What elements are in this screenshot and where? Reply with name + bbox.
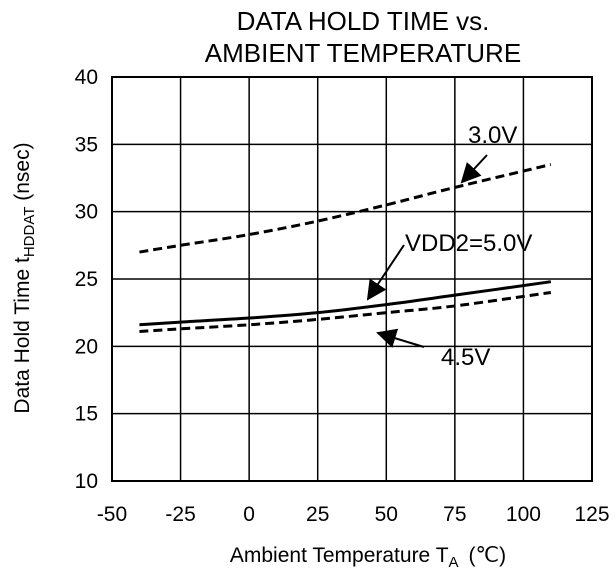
- grid-lines: [111, 76, 593, 482]
- series-line-vdd2-5-0v: [139, 280, 552, 327]
- x-tick-label: -50: [97, 503, 127, 526]
- x-tick-label: 25: [306, 503, 329, 526]
- annotation-5v-label: VDD2=5.0V: [405, 230, 532, 257]
- series-line-4-5v: [139, 290, 552, 334]
- series-line-3-0v: [139, 163, 552, 254]
- y-tick-label: 10: [75, 470, 98, 493]
- x-tick-label: 100: [506, 503, 541, 526]
- x-axis-title-main: Ambient Temperature T: [230, 544, 449, 567]
- y-axis-title-main: Data Hold Time t: [11, 257, 34, 414]
- x-axis-title-sub: A: [449, 554, 459, 571]
- y-tick-label: 25: [75, 268, 98, 291]
- annotation-5v-arrow: [366, 244, 405, 301]
- y-tick-label: 20: [75, 335, 98, 358]
- tick-labels: -50 -25 0 25 50 75 100 125 10 15 20 25 30 35 40: [75, 66, 610, 526]
- y-tick-label: 40: [75, 66, 98, 89]
- chart-title-line-1: DATA HOLD TIME vs.: [237, 6, 490, 36]
- y-axis-title: Data Hold Time tHDDAT (nsec): [11, 142, 38, 413]
- x-tick-label: 125: [574, 503, 609, 526]
- chart-title-line-2: AMBIENT TEMPERATURE: [205, 38, 521, 68]
- x-axis-title: Ambient Temperature TA (℃): [230, 544, 506, 571]
- annotation-3v-label: 3.0V: [468, 122, 517, 149]
- y-axis-title-unit: (nsec): [11, 142, 34, 206]
- x-tick-label: 0: [243, 503, 255, 526]
- plot-area-frame: [111, 76, 593, 482]
- annotation-4-5v-label: 4.5V: [441, 344, 490, 371]
- x-tick-label: 50: [375, 503, 398, 526]
- annotation-4-5v-arrow: [376, 328, 425, 348]
- y-axis-title-sub: HDDAT: [21, 207, 38, 258]
- x-tick-label: 75: [443, 503, 466, 526]
- annotation-3v-arrow: [460, 154, 488, 184]
- x-axis-title-unit: (℃): [469, 544, 507, 567]
- y-tick-label: 30: [75, 201, 98, 224]
- y-tick-label: 35: [75, 133, 98, 156]
- series-layer: [139, 163, 552, 334]
- y-tick-label: 15: [75, 403, 98, 426]
- x-tick-label: -25: [165, 503, 195, 526]
